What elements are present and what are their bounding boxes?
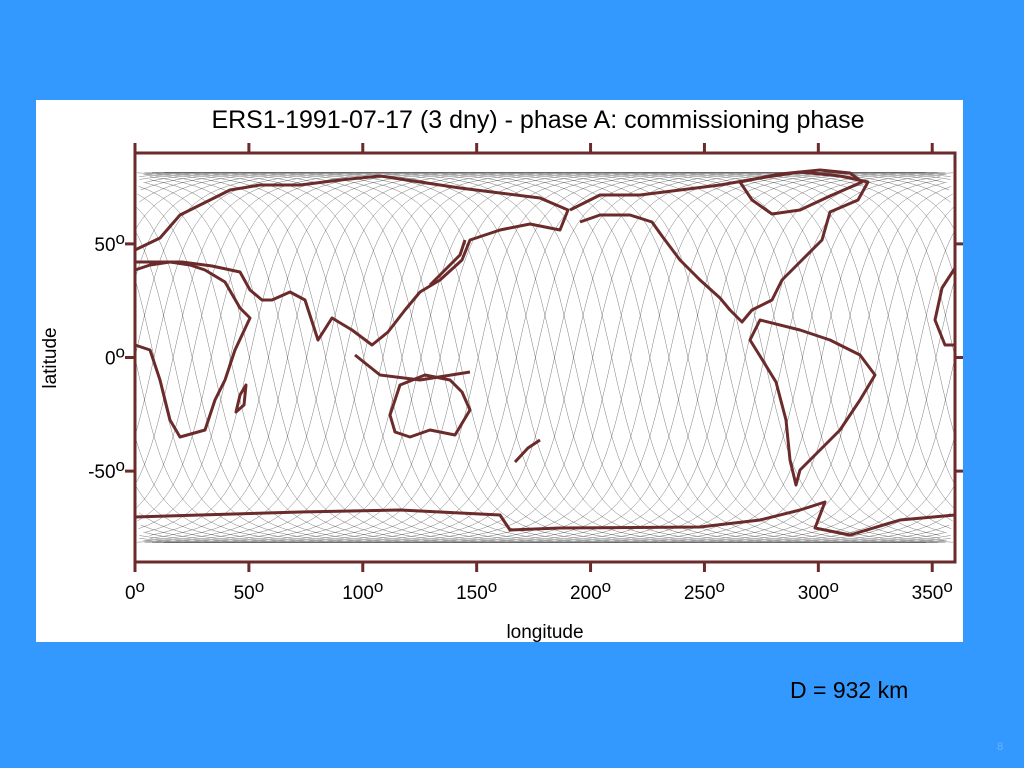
ground-track [138,172,947,543]
ground-tracks [136,172,955,542]
tick-value: 50 [234,583,255,604]
north-america [569,170,870,324]
ground-track [138,172,947,543]
madagascar [234,383,248,414]
ground-track [149,172,951,543]
antarctica [134,500,956,537]
ground-track [144,172,934,543]
south-america [748,318,877,487]
tick-value: 300 [798,583,830,604]
ground-track [135,172,951,543]
ground-track [139,172,955,543]
ground-track [145,172,938,543]
indonesia [354,353,471,382]
coastlines [134,168,957,537]
australia [388,373,472,439]
ground-track [139,172,945,543]
degree-symbol: o [488,577,497,596]
figure-panel [36,100,963,642]
west-africa [933,267,957,347]
degree-symbol: o [943,577,952,596]
x-tick-label: 250o [684,577,725,604]
degree-symbol: o [116,343,125,362]
africa [134,260,252,439]
x-tick-label: 150o [456,577,497,604]
x-tick-label: 50o [234,577,265,604]
x-tick-label: 100o [342,577,383,604]
ground-track [135,172,955,543]
ground-track [149,172,951,543]
degree-symbol: o [255,577,264,596]
ground-track [135,172,955,543]
y-axis-label: latitude [40,327,61,388]
ground-track [136,172,927,543]
tick-value: 200 [570,583,602,604]
ground-track [136,172,927,543]
ground-track [140,172,953,543]
ground-track [139,172,941,543]
degree-symbol: o [116,456,125,475]
ground-track [145,172,938,543]
ground-track [143,172,952,543]
tick-value: 100 [342,583,374,604]
tick-value: 0 [105,349,116,370]
y-tick-label: 0o [105,343,125,370]
degree-symbol: o [602,577,611,596]
x-axis-label: longitude [506,622,583,643]
slide-note: D = 932 km [790,677,908,703]
y-tick-label: 50o [94,229,125,256]
tick-value: 150 [456,583,488,604]
ground-track [137,172,950,543]
ground-track [143,172,941,543]
tick-value: -50 [88,462,115,483]
tick-value: 0 [125,583,136,604]
ground-track [135,172,956,543]
degree-symbol: o [136,577,145,596]
japan [428,239,467,287]
ground-track [152,172,945,543]
tick-value: 250 [684,583,716,604]
x-tick-label: 350o [912,577,953,604]
greenland [738,168,864,216]
degree-symbol: o [829,577,838,596]
ground-track [163,172,954,543]
new-zealand [513,438,541,464]
x-tick-label: 200o [570,577,611,604]
eurasia [134,174,570,347]
ground-track [143,172,952,543]
ground-track [149,172,947,543]
tick-value: 350 [912,583,944,604]
degree-symbol: o [116,229,125,248]
ground-track [155,172,946,543]
ground-track [145,172,951,543]
ground-track [156,172,946,543]
x-tick-label: 300o [798,577,839,604]
degree-symbol: o [716,577,725,596]
ground-track [143,172,941,543]
tick-value: 50 [94,235,115,256]
ground-track [137,172,950,543]
x-tick-label: 0o [125,577,145,604]
ground-track [149,172,947,543]
ground-track [135,172,955,543]
ground-track [136,172,955,543]
degree-symbol: o [374,577,383,596]
y-tick-label: -50o [88,456,125,483]
chart-title: ERS1-1991-07-17 (3 dny) - phase A: commi… [211,106,864,134]
page-number: 8 [997,741,1003,753]
